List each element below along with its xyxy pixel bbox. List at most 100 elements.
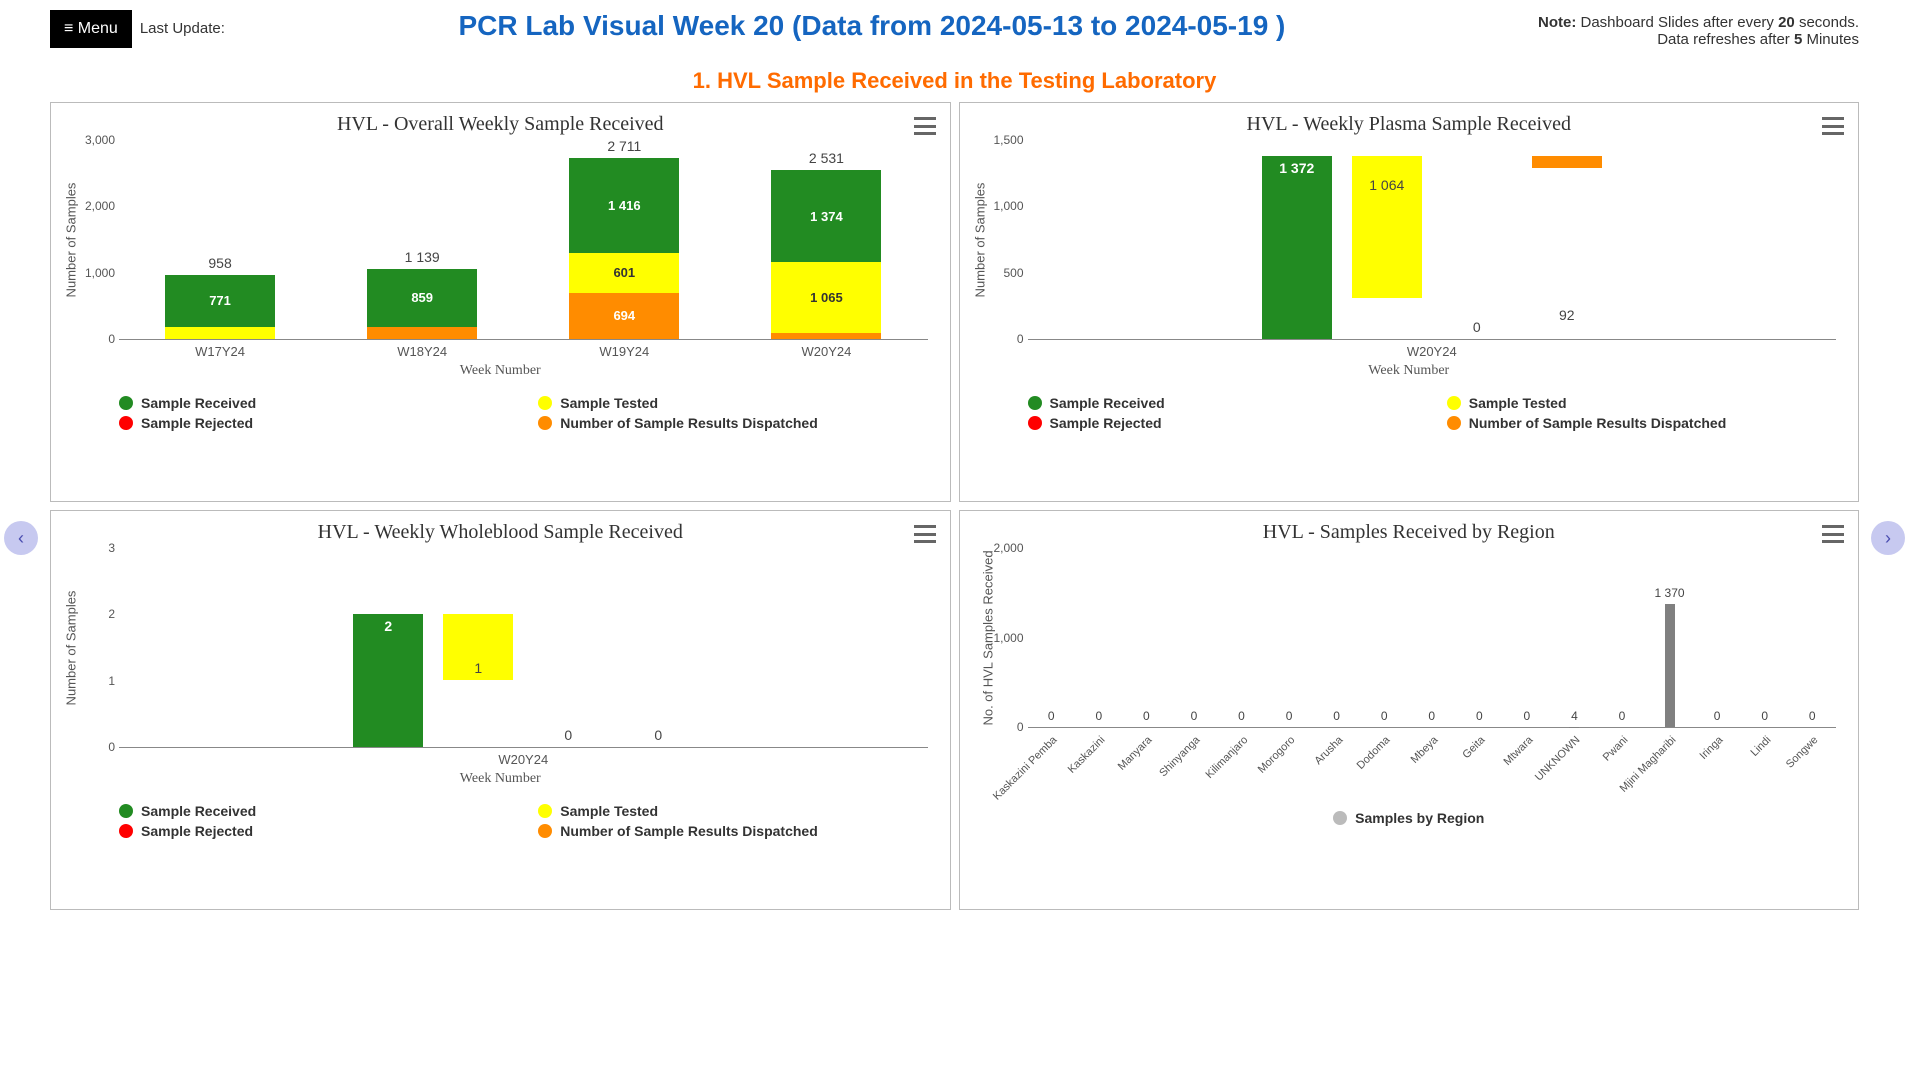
- bar-segment: 1 065: [771, 262, 881, 333]
- y-tick-label: 0: [108, 332, 115, 346]
- bar-total-label: 2 531: [809, 150, 844, 166]
- y-tick-label: 1,000: [85, 266, 115, 280]
- region-x-label: Kaskazini Pemba: [991, 734, 1060, 803]
- region-x-label: Arusha: [1312, 734, 1345, 767]
- legend-dot-icon: [1028, 416, 1042, 430]
- region-value-label: 0: [1143, 709, 1150, 723]
- x-tick-label: W20Y24: [1028, 340, 1837, 359]
- legend-dot-icon: [119, 824, 133, 838]
- legend-dot-icon: [538, 396, 552, 410]
- region-x-label: Pwani: [1601, 734, 1631, 764]
- y-tick-label: 500: [1003, 266, 1023, 280]
- y-tick-label: 0: [1017, 332, 1024, 346]
- legend-item: Sample Tested: [538, 803, 937, 819]
- legend-item: Sample Tested: [538, 395, 937, 411]
- note-text: Note: Dashboard Slides after every 20 se…: [1519, 10, 1859, 48]
- prev-slide-button[interactable]: ‹: [4, 521, 38, 555]
- chart-menu-icon[interactable]: [914, 525, 936, 543]
- chart-overall-weekly: HVL - Overall Weekly Sample Received Num…: [50, 102, 951, 502]
- legend-dot-icon: [119, 804, 133, 818]
- legend-dot-icon: [1333, 811, 1347, 825]
- region-x-label: Mtwara: [1501, 734, 1535, 768]
- bar-segment: 771: [165, 275, 275, 326]
- bar-segment: [771, 333, 881, 339]
- legend-item: Number of Sample Results Dispatched: [1447, 415, 1846, 431]
- region-x-label: Mbeya: [1408, 734, 1440, 766]
- chart-menu-icon[interactable]: [1822, 525, 1844, 543]
- region-value-label: 0: [1333, 709, 1340, 723]
- legend-item: Sample Rejected: [119, 415, 518, 431]
- x-tick-label: W20Y24: [119, 748, 928, 767]
- chart-title: HVL - Samples Received by Region: [972, 521, 1847, 544]
- bar: [1262, 156, 1332, 339]
- bar-segment: 1 374: [771, 170, 881, 262]
- y-tick-label: 1,000: [993, 631, 1023, 645]
- region-value-label: 1 370: [1655, 586, 1685, 600]
- bar-value-label: 0: [654, 727, 662, 743]
- region-x-label: Iringa: [1698, 734, 1726, 762]
- legend-item: Sample Rejected: [119, 823, 518, 839]
- y-axis-label: Number of Samples: [972, 182, 987, 297]
- region-value-label: 0: [1095, 709, 1102, 723]
- x-tick-label: W20Y24: [725, 340, 927, 359]
- bar-value-label: 0: [1473, 319, 1481, 335]
- region-value-label: 0: [1428, 709, 1435, 723]
- chart-region: HVL - Samples Received by Region No. of …: [959, 510, 1860, 910]
- region-value-label: 0: [1381, 709, 1388, 723]
- y-tick-label: 0: [1017, 720, 1024, 734]
- y-tick-label: 0: [108, 740, 115, 754]
- chart-menu-icon[interactable]: [1822, 117, 1844, 135]
- legend-item: Number of Sample Results Dispatched: [538, 415, 937, 431]
- bar-total-label: 1 139: [405, 249, 440, 265]
- legend-item: Sample Received: [119, 395, 518, 411]
- menu-button[interactable]: ≡ Menu: [50, 10, 132, 48]
- chart-title: HVL - Overall Weekly Sample Received: [63, 113, 938, 136]
- bar-value-label: 2: [384, 618, 392, 634]
- region-value-label: 0: [1761, 709, 1768, 723]
- region-value-label: 0: [1809, 709, 1816, 723]
- region-value-label: 0: [1048, 709, 1055, 723]
- bar-value-label: 1: [474, 660, 482, 676]
- region-x-label: Dodoma: [1355, 734, 1393, 772]
- x-axis-label: Week Number: [972, 363, 1847, 379]
- region-x-label: Songwe: [1784, 734, 1821, 771]
- chart-title: HVL - Weekly Plasma Sample Received: [972, 113, 1847, 136]
- y-tick-label: 1,000: [993, 199, 1023, 213]
- next-slide-button[interactable]: ›: [1871, 521, 1905, 555]
- region-value-label: 0: [1286, 709, 1293, 723]
- legend-dot-icon: [1447, 416, 1461, 430]
- legend-dot-icon: [1447, 396, 1461, 410]
- legend-item: Sample Tested: [1447, 395, 1846, 411]
- legend-item: Sample Received: [1028, 395, 1427, 411]
- chart-menu-icon[interactable]: [914, 117, 936, 135]
- region-bar: [1665, 604, 1675, 727]
- legend-dot-icon: [119, 416, 133, 430]
- region-value-label: 0: [1191, 709, 1198, 723]
- bar-segment: 601: [569, 253, 679, 293]
- bar-value-label: 92: [1559, 307, 1575, 323]
- y-tick-label: 3: [108, 541, 115, 555]
- region-x-label: Lindi: [1748, 734, 1773, 759]
- x-tick-label: W17Y24: [119, 340, 321, 359]
- last-update-label: Last Update:: [140, 10, 225, 37]
- bar-total-label: 958: [208, 255, 231, 271]
- x-tick-label: W18Y24: [321, 340, 523, 359]
- legend-item: Sample Rejected: [1028, 415, 1427, 431]
- region-value-label: 4: [1571, 709, 1578, 723]
- legend-item: Samples by Region: [1333, 810, 1484, 826]
- bar-segment: [367, 327, 477, 339]
- x-axis-label: Week Number: [63, 771, 938, 787]
- y-axis-label: Number of Samples: [64, 182, 79, 297]
- chart-title: HVL - Weekly Wholeblood Sample Received: [63, 521, 938, 544]
- legend-dot-icon: [538, 416, 552, 430]
- region-x-label: Kaskazini: [1066, 734, 1108, 776]
- region-x-label: Geita: [1461, 734, 1488, 761]
- legend-item: Number of Sample Results Dispatched: [538, 823, 937, 839]
- x-axis-label: Week Number: [63, 363, 938, 379]
- legend-dot-icon: [538, 804, 552, 818]
- bar-segment: [165, 327, 275, 339]
- region-value-label: 0: [1619, 709, 1626, 723]
- legend-dot-icon: [538, 824, 552, 838]
- legend-dot-icon: [1028, 396, 1042, 410]
- y-tick-label: 2,000: [85, 199, 115, 213]
